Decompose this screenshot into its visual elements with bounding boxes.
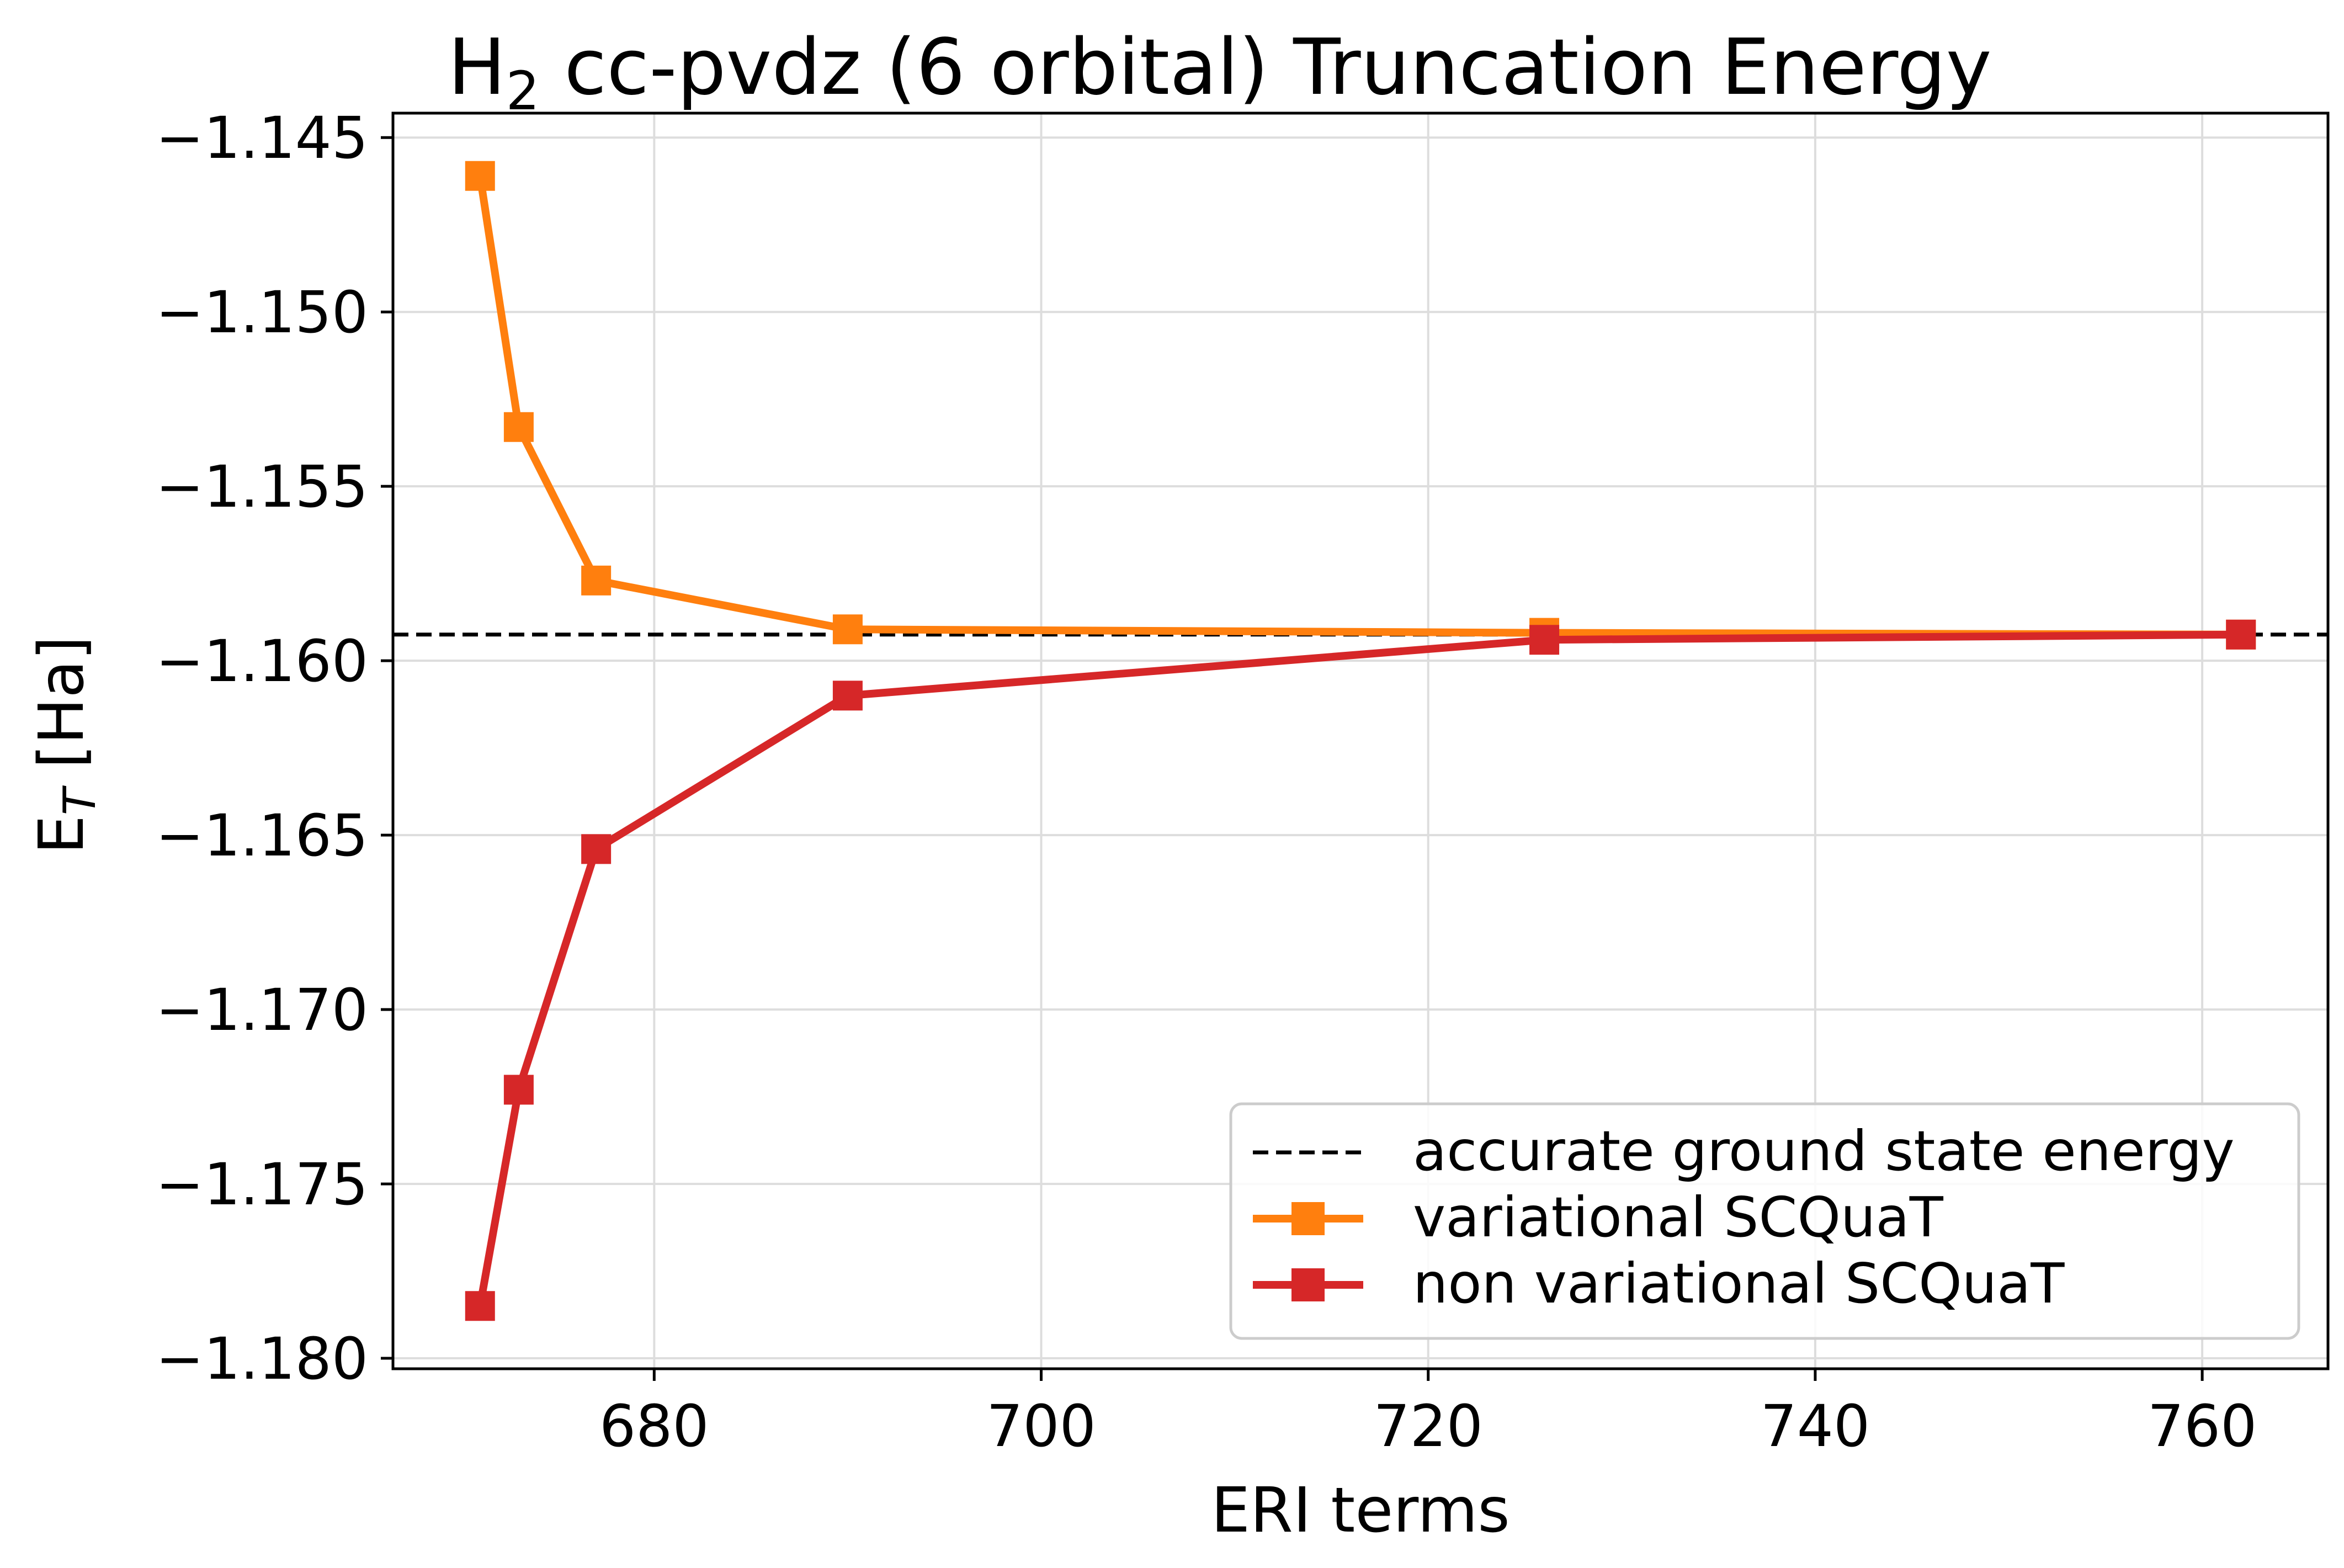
series-1 — [465, 619, 2256, 1321]
data-point — [2226, 619, 2256, 650]
y-tick-label: −1.175 — [156, 1151, 368, 1218]
legend-marker-non-variational — [1291, 1268, 1325, 1301]
y-tick-label: −1.145 — [156, 104, 368, 172]
x-tick-label: 760 — [2148, 1392, 2257, 1460]
x-axis-ticks: 680 700 720 740 760 — [599, 1369, 2257, 1460]
data-point — [465, 1291, 495, 1321]
legend-marker-variational — [1291, 1202, 1325, 1235]
legend-box — [1229, 1102, 2300, 1340]
y-axis-ticks: −1.145 −1.150 −1.155 −1.160 −1.165 −1.170 −1.1… — [156, 104, 393, 1392]
data-point — [581, 834, 612, 864]
data-point — [503, 412, 534, 442]
x-tick-label: 700 — [986, 1392, 1096, 1460]
data-point — [581, 565, 612, 596]
x-tick-label: 680 — [599, 1392, 709, 1460]
y-tick-label: −1.165 — [156, 802, 368, 869]
series-line — [476, 175, 2241, 639]
y-axis-label: ET [Ha] — [26, 636, 105, 854]
legend-label-variational: variational SCQuaT — [1413, 1185, 1944, 1250]
legend: accurate ground state energy variational… — [1229, 1102, 2300, 1340]
x-tick-label: 740 — [1761, 1392, 1870, 1460]
data-point — [503, 1075, 534, 1105]
plot-area-frame — [391, 111, 2330, 1370]
y-tick-label: −1.160 — [156, 628, 368, 695]
y-tick-label: −1.155 — [156, 453, 368, 520]
y-tick-label: −1.150 — [156, 279, 368, 346]
data-point — [832, 614, 863, 645]
x-axis-label: ERI terms — [1211, 1475, 1510, 1546]
x-tick-label: 720 — [1373, 1392, 1483, 1460]
data-point — [465, 161, 495, 191]
data-point — [1529, 625, 1560, 655]
series-line — [476, 630, 2241, 1307]
series-0 — [465, 161, 2256, 650]
legend-label-reference: accurate ground state energy — [1413, 1119, 2235, 1183]
grid — [393, 113, 2328, 1369]
legend-label-non-variational: non variational SCQuaT — [1413, 1251, 2065, 1316]
y-tick-label: −1.170 — [156, 976, 368, 1044]
series-layer — [465, 161, 2256, 1321]
data-point — [832, 681, 863, 711]
y-tick-label: −1.180 — [156, 1325, 368, 1392]
chart-title: H2 cc-pvdz (6 orbital) Truncation Energy — [448, 23, 1991, 122]
